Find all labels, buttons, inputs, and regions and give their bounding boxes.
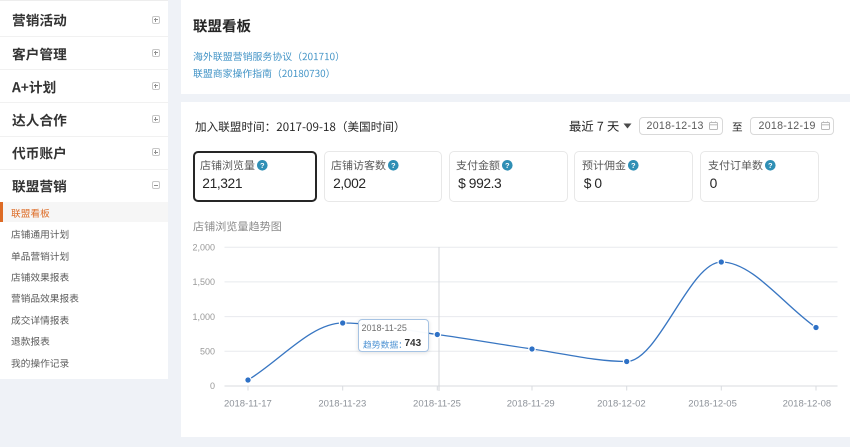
svg-text:2018-11-25: 2018-11-25 [413, 399, 461, 410]
svg-text:500: 500 [199, 346, 214, 356]
svg-text:?: ? [505, 161, 510, 170]
svg-text:1,000: 1,000 [192, 312, 215, 322]
svg-text:0: 0 [209, 381, 214, 391]
svg-text:2018-11-23: 2018-11-23 [318, 399, 366, 410]
svg-text:2,000: 2,000 [192, 242, 215, 252]
svg-text:1,500: 1,500 [192, 277, 215, 287]
svg-text:2018-12-05: 2018-12-05 [688, 399, 737, 410]
svg-text:?: ? [260, 161, 265, 170]
svg-text:?: ? [768, 161, 773, 170]
svg-text:2018-12-08: 2018-12-08 [782, 399, 831, 410]
svg-text:2018-11-29: 2018-11-29 [506, 399, 554, 410]
svg-text:?: ? [391, 161, 396, 170]
svg-text:?: ? [631, 161, 636, 170]
svg-text:2018-12-02: 2018-12-02 [597, 399, 646, 410]
svg-text:2018-11-17: 2018-11-17 [223, 399, 271, 410]
